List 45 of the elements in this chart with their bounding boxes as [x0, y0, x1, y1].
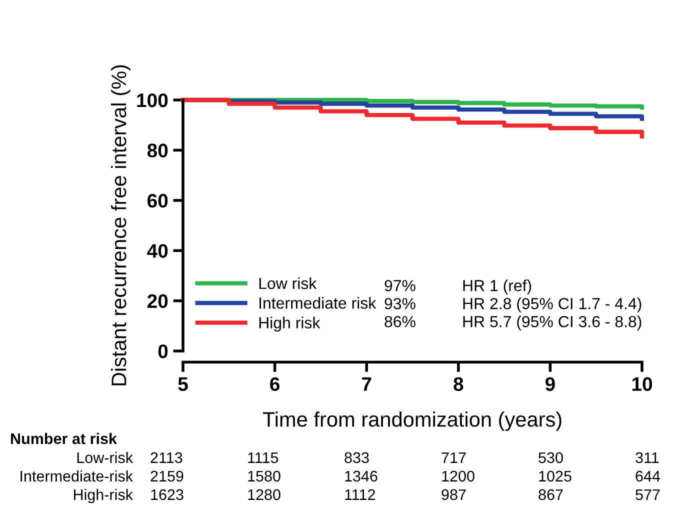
legend-label: Intermediate risk	[260, 297, 376, 309]
y-tick-label: 100	[137, 93, 168, 108]
y-axis-title: Distant recurrence free interval (%)	[111, 65, 130, 386]
text: 2113	[150, 452, 182, 464]
y-tick-label: 60	[148, 194, 168, 208]
text: 717	[442, 452, 466, 463]
annotation: 93%	[384, 298, 416, 310]
text: 2159	[150, 470, 184, 482]
annotation: 86%	[384, 316, 416, 328]
text: Number at risk	[11, 432, 117, 444]
legend-label: Low risk	[259, 277, 317, 290]
y-tick-label: 0	[158, 344, 168, 358]
text: 577	[636, 489, 660, 500]
x-tick-label: 5	[178, 377, 188, 391]
x-tick-label: 9	[545, 377, 555, 391]
text: 1112	[345, 489, 375, 500]
y-tick-label: 40	[147, 244, 168, 258]
text: 644	[636, 470, 660, 482]
text: 1580	[248, 470, 280, 482]
x-tick-label: 10	[632, 377, 652, 391]
text: 530	[538, 452, 563, 464]
text: 1025	[539, 470, 572, 482]
annotation: HR 1 (ref)	[463, 280, 532, 294]
annotation: 97%	[384, 280, 416, 292]
text: Low-risk	[77, 452, 134, 464]
text: 311	[636, 452, 659, 464]
text: 833	[344, 452, 369, 464]
x-tick-label: 7	[362, 377, 372, 391]
annotation: HR 5.7 (95% CI 3.6 - 8.8)	[463, 316, 642, 330]
text: 1200	[442, 470, 474, 482]
legend-label: High risk	[259, 316, 320, 332]
x-tick-label: 6	[270, 377, 280, 391]
text: 1280	[248, 489, 280, 500]
text: 1115	[248, 452, 278, 464]
text: Intermediate-risk	[20, 470, 134, 482]
text: 867	[538, 489, 563, 500]
text: 1623	[151, 489, 184, 500]
y-tick-label: 20	[147, 294, 168, 308]
text: High-risk	[74, 488, 134, 504]
x-tick-label: 8	[454, 377, 464, 391]
x-axis-title: Time from randomization (years)	[262, 411, 562, 431]
text: 1346	[345, 470, 378, 482]
annotation: HR 2.8 (95% CI 1.7 - 4.4)	[463, 298, 642, 312]
text: 987	[442, 489, 466, 500]
y-tick-label: 80	[147, 144, 168, 158]
